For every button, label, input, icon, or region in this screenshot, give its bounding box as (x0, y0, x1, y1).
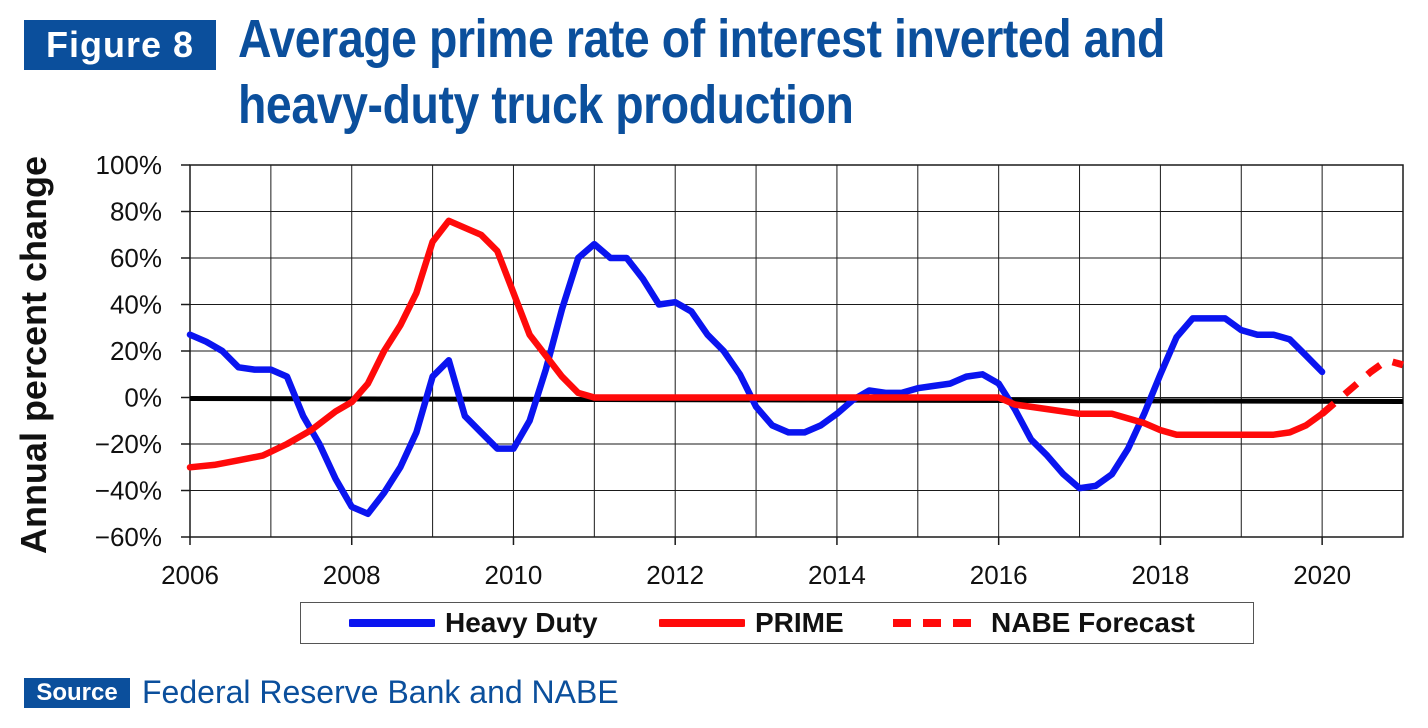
chart-title: Average prime rate of interest inverted … (238, 6, 1165, 138)
chart-title-line-1: Average prime rate of interest inverted … (238, 9, 1165, 69)
y-tick-label: 100% (96, 150, 163, 180)
legend-item-prime: PRIME (659, 603, 844, 643)
legend-swatch-prime (659, 619, 745, 627)
legend-item-nabe-forecast: NABE Forecast (889, 603, 1195, 643)
legend-label-heavy-duty: Heavy Duty (445, 607, 598, 638)
x-tick-label: 2012 (646, 560, 704, 590)
legend-item-heavy-duty: Heavy Duty (349, 603, 598, 643)
x-tick-label: 2020 (1293, 560, 1351, 590)
y-tick-label: 40% (110, 290, 162, 320)
line-chart: 100% 80% 60% 40% 20% 0% −20% −40% −60% 2006 2008 20… (95, 150, 1404, 590)
x-tick-label: 2016 (970, 560, 1028, 590)
chart-title-line-2: heavy-duty truck production (238, 75, 854, 135)
tick-labels: 100% 80% 60% 40% 20% 0% −20% −40% −60% 2006 2008 20… (95, 150, 1351, 590)
grid (189, 164, 1404, 538)
series-line-heavy-duty (186, 240, 1326, 518)
y-tick-label: 80% (110, 197, 162, 227)
legend-label-nabe-forecast: NABE Forecast (991, 607, 1195, 638)
x-tick-label: 2010 (485, 560, 543, 590)
y-tick-label: 0% (124, 383, 162, 413)
x-tick-label: 2018 (1131, 560, 1189, 590)
source-text: Federal Reserve Bank and NABE (142, 674, 619, 710)
legend-swatch-nabe-forecast (893, 619, 977, 627)
x-tick-label: 2006 (161, 560, 219, 590)
y-tick-label: −60% (95, 522, 162, 552)
x-tick-label: 2014 (808, 560, 866, 590)
legend-swatch-heavy-duty (349, 619, 435, 627)
series-line-prime (186, 217, 1326, 471)
y-tick-label: 60% (110, 243, 162, 273)
y-tick-label: −40% (95, 476, 162, 506)
y-tick-label: 20% (110, 336, 162, 366)
source-badge: Source (24, 678, 130, 708)
figure-badge: Figure 8 (24, 20, 216, 70)
chart-legend: Heavy Duty PRIME NABE Forecast (300, 602, 1254, 644)
legend-label-prime: PRIME (755, 607, 844, 638)
series-line-nabe-forecast (1319, 356, 1404, 417)
series-lines (186, 217, 1404, 518)
y-tick-label: −20% (95, 429, 162, 459)
x-tick-label: 2008 (323, 560, 381, 590)
